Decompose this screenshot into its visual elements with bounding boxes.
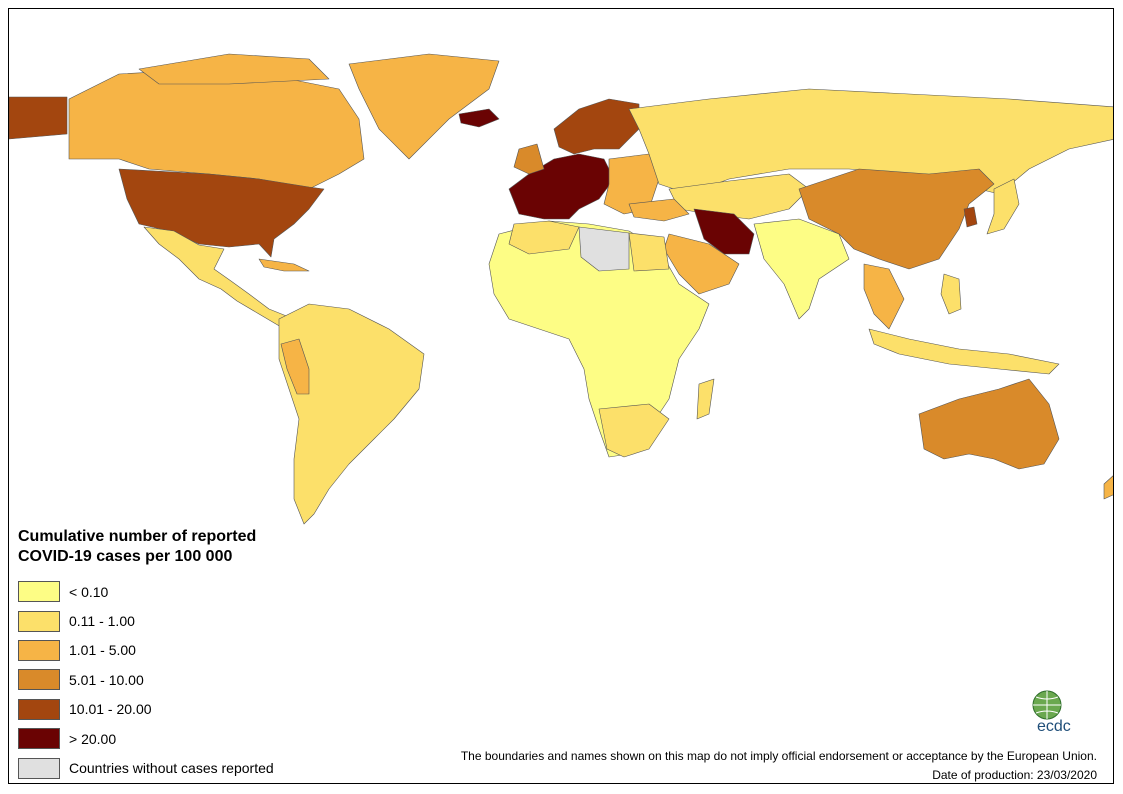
legend-swatch <box>18 728 60 750</box>
region-canada <box>68 68 365 190</box>
legend-label: < 0.10 <box>69 583 109 600</box>
legend-label: Countries without cases reported <box>69 760 274 777</box>
legend-title-line1: Cumulative number of reported <box>18 528 257 545</box>
legend-item: 5.01 - 10.00 <box>18 665 378 694</box>
region-north-africa <box>508 220 580 255</box>
ecdc-logo: ecdc <box>1032 690 1071 735</box>
legend-swatch <box>18 610 60 632</box>
legend-item: 0.11 - 1.00 <box>18 606 378 635</box>
region-iran <box>693 208 755 255</box>
region-south-america <box>278 303 425 525</box>
region-philippines <box>940 273 962 315</box>
legend-item: 1.01 - 5.00 <box>18 636 378 665</box>
region-nordic <box>553 98 640 155</box>
region-australia <box>918 378 1060 470</box>
region-caribbean <box>258 258 310 272</box>
region-uk <box>513 143 545 175</box>
legend: Cumulative number of reported COVID-19 c… <box>18 527 378 783</box>
legend-label: 10.01 - 20.00 <box>69 701 152 718</box>
region-usa <box>118 168 325 258</box>
region-peru <box>280 338 310 395</box>
legend-item: < 0.10 <box>18 577 378 606</box>
region-india <box>753 218 850 320</box>
logo-text: ecdc <box>1037 718 1071 735</box>
region-egypt <box>628 232 670 272</box>
region-korea <box>963 206 978 228</box>
region-greenland <box>348 53 500 160</box>
legend-label: 5.01 - 10.00 <box>69 671 144 688</box>
legend-swatch <box>18 698 60 720</box>
legend-title-line2: COVID-19 cases per 100 000 <box>18 548 233 565</box>
legend-label: > 20.00 <box>69 730 117 747</box>
legend-label: 0.11 - 1.00 <box>69 613 135 630</box>
legend-swatch <box>18 581 60 603</box>
region-indonesia <box>868 328 1060 375</box>
legend-label: 1.01 - 5.00 <box>69 642 136 659</box>
legend-swatch <box>18 757 60 779</box>
world-map <box>9 53 1113 525</box>
region-alaska <box>9 96 68 140</box>
region-south-africa <box>598 403 670 458</box>
production-date: Date of production: 23/03/2020 <box>932 768 1097 782</box>
region-new-zealand <box>1103 475 1113 500</box>
map-frame: Cumulative number of reported COVID-19 c… <box>8 8 1114 784</box>
region-japan <box>986 178 1020 235</box>
region-turkey <box>628 198 690 222</box>
legend-title: Cumulative number of reported COVID-19 c… <box>18 527 378 567</box>
region-china <box>798 168 995 270</box>
legend-swatch <box>18 669 60 691</box>
region-madagascar <box>696 378 715 420</box>
legend-item: Countries without cases reported <box>18 753 378 782</box>
region-libya <box>578 226 630 272</box>
disclaimer: The boundaries and names shown on this m… <box>460 749 1097 763</box>
legend-item: > 20.00 <box>18 724 378 753</box>
legend-swatch <box>18 639 60 661</box>
region-southeast-asia <box>863 263 905 330</box>
legend-item: 10.01 - 20.00 <box>18 695 378 724</box>
region-central-asia <box>668 173 810 220</box>
region-iceland <box>458 108 500 128</box>
globe-icon <box>1032 690 1062 720</box>
region-arctic-islands <box>138 53 330 85</box>
